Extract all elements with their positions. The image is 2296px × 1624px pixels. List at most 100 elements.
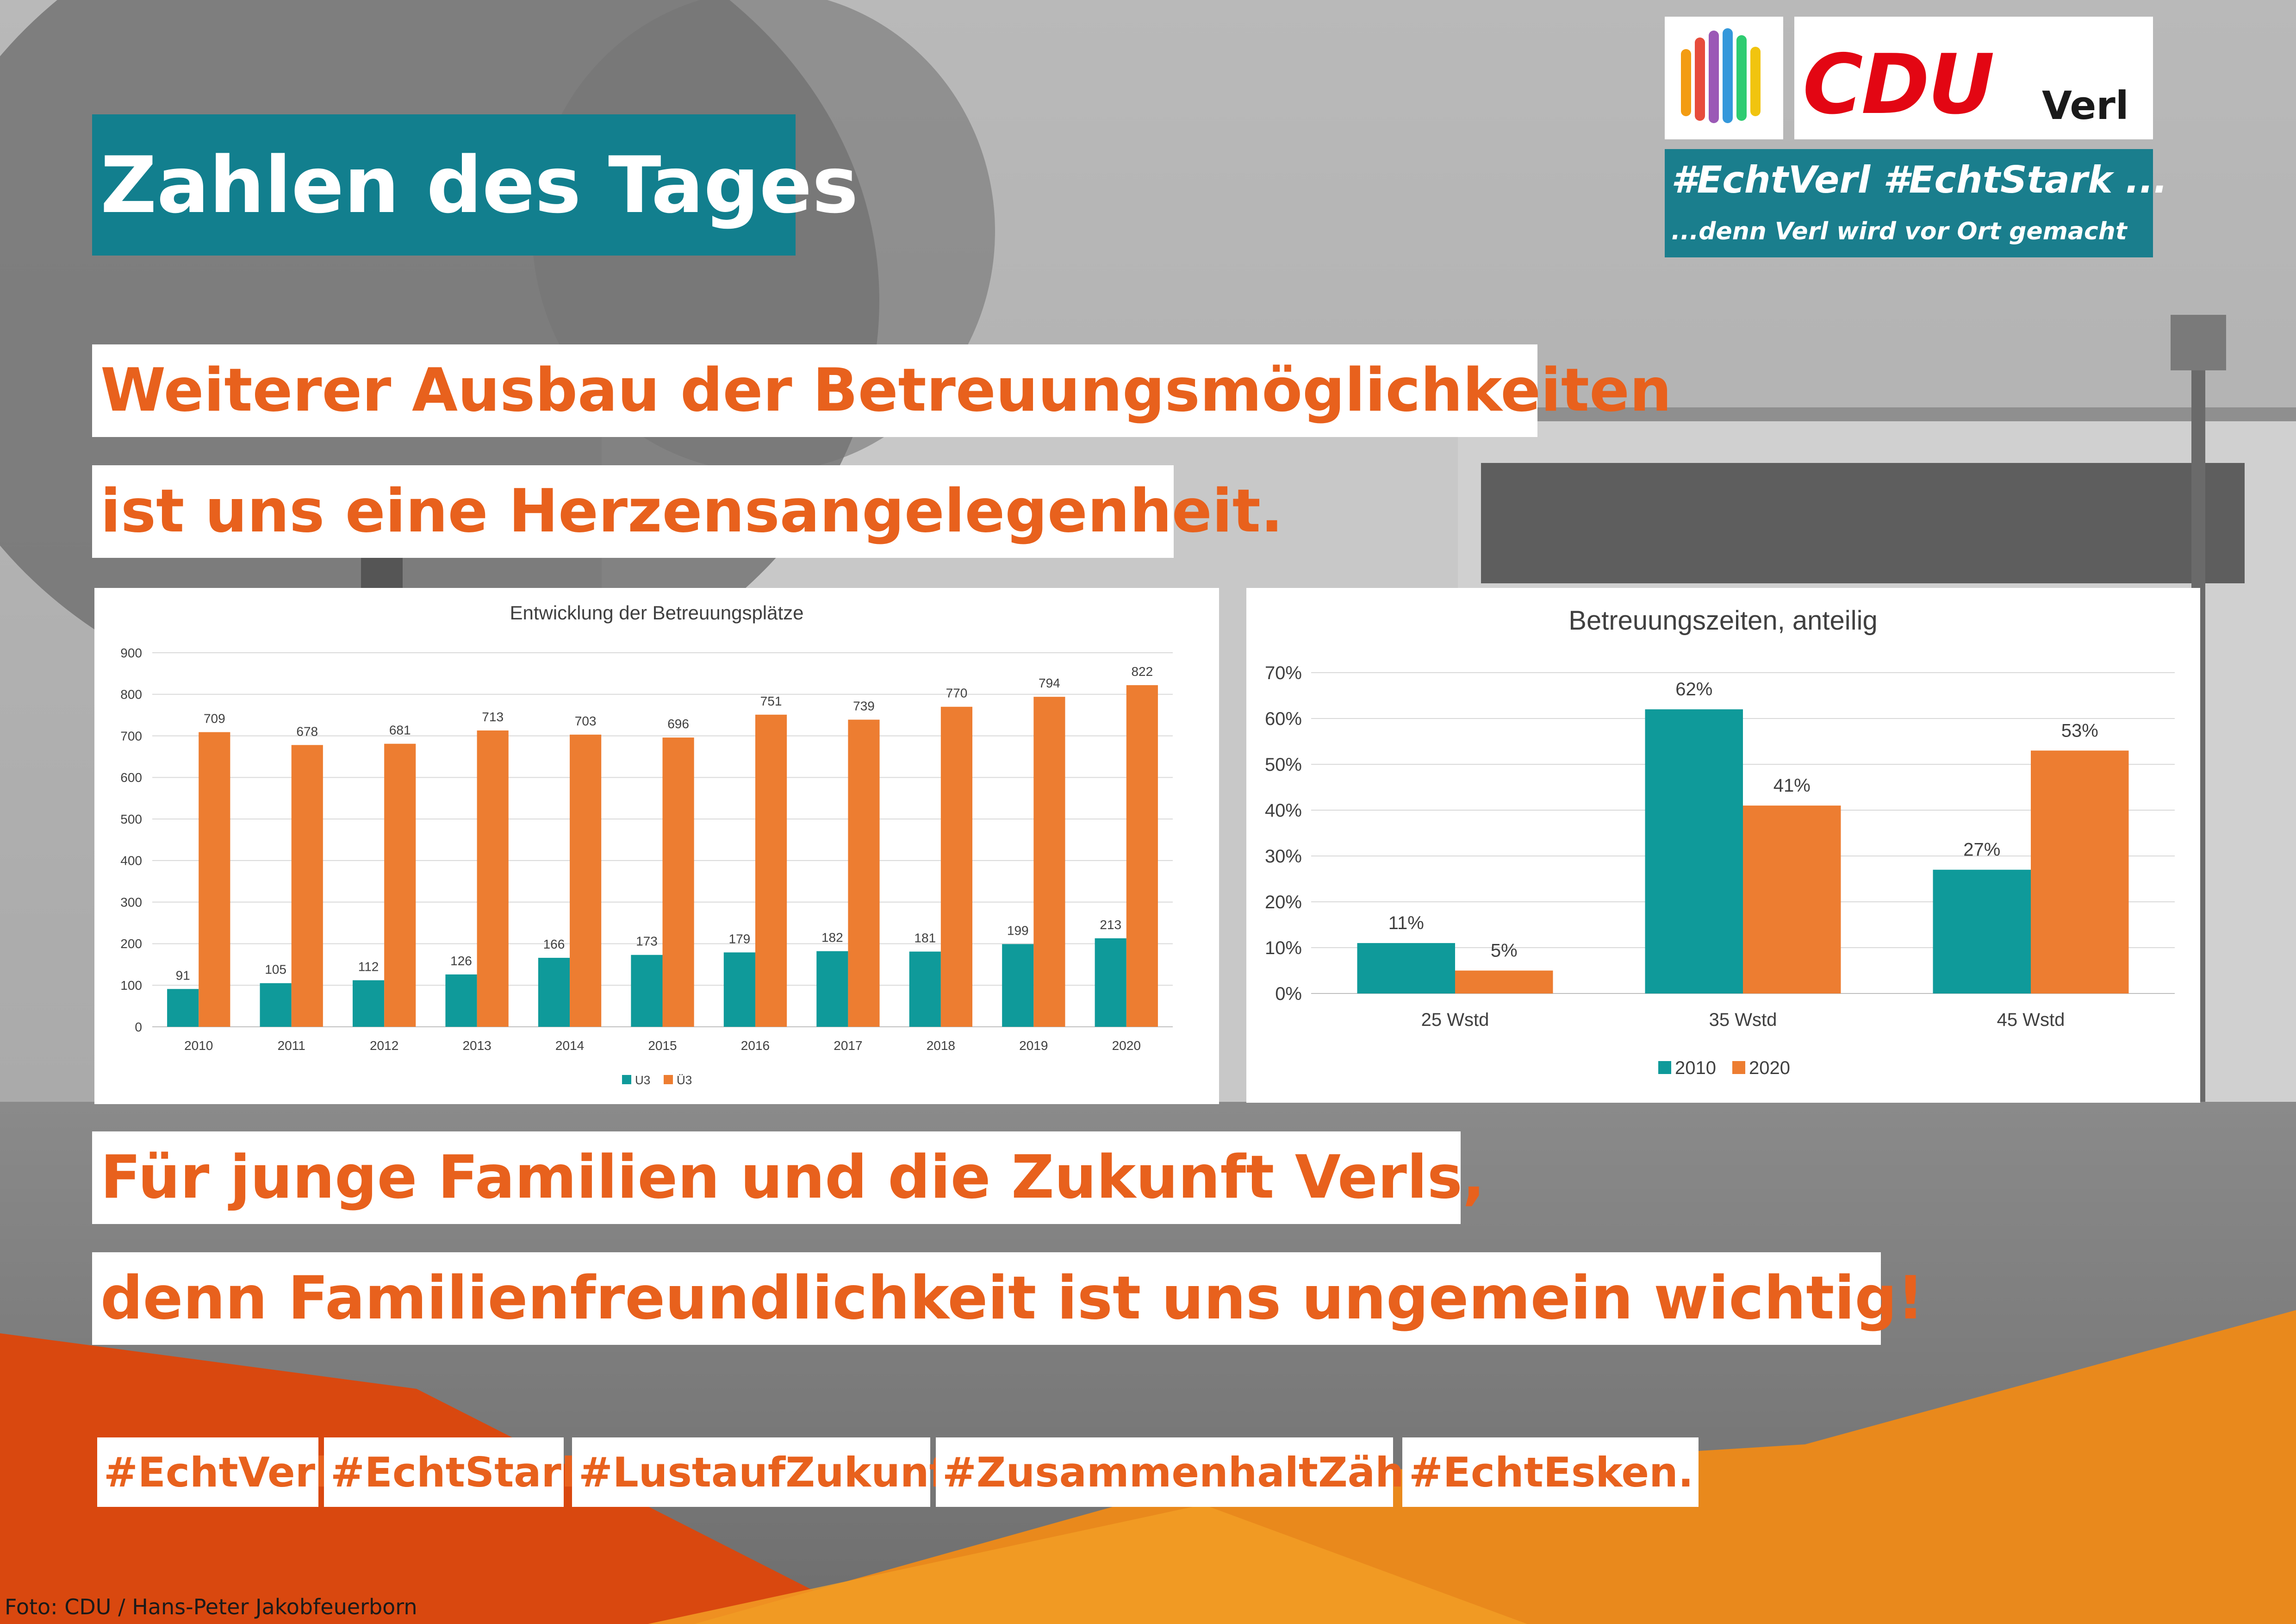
y-tick-label: 0 bbox=[135, 1020, 142, 1034]
x-tick-label: 2017 bbox=[834, 1038, 862, 1053]
logo-cdu: CDU Verl bbox=[1794, 17, 2153, 139]
headline-line-1: Weiterer Ausbau der Betreuungsmöglichkei… bbox=[92, 344, 1672, 437]
logo-icon bbox=[1665, 17, 1783, 139]
data-label: 703 bbox=[575, 714, 597, 728]
footer-line-1-text: Für junge Familien und die Zukunft Verls… bbox=[100, 1143, 1485, 1212]
slogan: #EchtVerl #EchtStark ... ...denn Verl wi… bbox=[1665, 149, 2167, 257]
data-label: 199 bbox=[1007, 923, 1029, 937]
x-tick-label: 2015 bbox=[648, 1038, 677, 1053]
logo-party: CDU bbox=[1803, 37, 1995, 132]
x-tick-label: 2010 bbox=[184, 1038, 213, 1053]
data-label: 770 bbox=[946, 686, 968, 700]
bar-2010-35 Wstd bbox=[1645, 709, 1743, 993]
bar-U3-2015 bbox=[631, 955, 663, 1027]
data-label: 27% bbox=[1963, 840, 2000, 860]
bar-Ü3-2017 bbox=[848, 719, 880, 1027]
legend-swatch-2010 bbox=[1658, 1061, 1671, 1074]
data-label: 112 bbox=[358, 959, 379, 974]
x-tick-label: 2016 bbox=[741, 1038, 770, 1053]
data-label: 713 bbox=[482, 710, 504, 724]
data-label: 681 bbox=[389, 723, 411, 737]
data-label: 751 bbox=[760, 694, 782, 708]
hashtag-5: #EchtEsken. bbox=[1402, 1437, 1699, 1507]
x-tick-label: 2019 bbox=[1019, 1038, 1048, 1053]
y-tick-label: 700 bbox=[120, 729, 142, 743]
bar-2010-45 Wstd bbox=[1933, 869, 2031, 993]
chart-betreuungsplaetze: Entwicklung der Betreuungsplätze 0 100 200 3… bbox=[94, 588, 1219, 1104]
data-label: 709 bbox=[204, 711, 225, 725]
y-tick-label: 400 bbox=[120, 854, 142, 868]
bar-U3-2019 bbox=[1002, 944, 1034, 1027]
bar-U3-2016 bbox=[723, 952, 755, 1027]
bar-2020-45 Wstd bbox=[2031, 750, 2129, 993]
y-tick-label: 60% bbox=[1265, 709, 1302, 729]
headline-line-2: ist uns eine Herzensangelegenheit. bbox=[92, 465, 1283, 558]
bar-U3-2014 bbox=[538, 957, 570, 1027]
y-tick-label: 50% bbox=[1265, 755, 1302, 775]
y-tick-label: 10% bbox=[1265, 938, 1302, 958]
data-label: 179 bbox=[729, 931, 751, 946]
hashtag-3: #LustaufZukunft bbox=[572, 1437, 966, 1507]
hashtag-1: #EchtVerl. bbox=[97, 1437, 345, 1507]
bar-Ü3-2020 bbox=[1126, 685, 1158, 1027]
hashtag-4: #ZusammenhaltZählt! bbox=[936, 1437, 1456, 1507]
y-tick-label: 500 bbox=[120, 812, 142, 826]
bar-Ü3-2015 bbox=[662, 737, 694, 1027]
x-tick-label: 2020 bbox=[1112, 1038, 1141, 1053]
bar-2020-35 Wstd bbox=[1743, 806, 1841, 993]
chart-betreuungsplaetze-svg: Entwicklung der Betreuungsplätze 0 100 200 3… bbox=[120, 602, 1173, 1087]
y-tick-label: 70% bbox=[1265, 663, 1302, 683]
bar-Ü3-2016 bbox=[755, 714, 787, 1027]
x-tick-label: 2018 bbox=[927, 1038, 955, 1053]
bar-Ü3-2014 bbox=[570, 734, 602, 1027]
bar-2010-25 Wstd bbox=[1357, 943, 1455, 993]
y-tick-label: 800 bbox=[120, 687, 142, 702]
data-label: 173 bbox=[636, 934, 658, 949]
legend-swatch-U3 bbox=[622, 1075, 631, 1084]
legend-label-Ü3: Ü3 bbox=[677, 1073, 692, 1087]
data-label: 5% bbox=[1491, 941, 1518, 961]
bar-Ü3-2012 bbox=[384, 743, 416, 1027]
bar-U3-2020 bbox=[1095, 938, 1126, 1027]
data-label: 822 bbox=[1131, 664, 1153, 679]
bar-U3-2013 bbox=[445, 974, 477, 1027]
x-tick-label: 2014 bbox=[555, 1038, 584, 1053]
data-label: 182 bbox=[821, 931, 843, 945]
bar-Ü3-2019 bbox=[1033, 697, 1065, 1027]
y-tick-label: 0% bbox=[1275, 984, 1302, 1004]
y-tick-label: 300 bbox=[120, 895, 142, 909]
data-label: 166 bbox=[543, 937, 565, 951]
legend-label-U3: U3 bbox=[635, 1073, 650, 1087]
data-label: 181 bbox=[914, 931, 936, 945]
x-tick-label: 2012 bbox=[370, 1038, 398, 1053]
bar-Ü3-2018 bbox=[940, 706, 973, 1027]
bar-Ü3-2010 bbox=[199, 732, 230, 1027]
y-tick-label: 900 bbox=[120, 646, 142, 660]
bar-U3-2010 bbox=[167, 989, 199, 1027]
y-tick-label: 600 bbox=[120, 770, 142, 785]
bar-Ü3-2011 bbox=[291, 745, 323, 1027]
footer-line-2: denn Familienfreundlichkeit ist uns unge… bbox=[92, 1252, 1924, 1345]
bar-U3-2018 bbox=[909, 951, 941, 1027]
x-tick-label: 2011 bbox=[278, 1038, 305, 1053]
y-tick-label: 200 bbox=[120, 937, 142, 951]
footer-line-1: Für junge Familien und die Zukunft Verls… bbox=[92, 1131, 1485, 1224]
data-label: 11% bbox=[1388, 913, 1424, 933]
headline-line-2-text: ist uns eine Herzensangelegenheit. bbox=[100, 477, 1283, 546]
data-label: 739 bbox=[853, 699, 875, 713]
legend-label-2010: 2010 bbox=[1675, 1058, 1716, 1078]
headline-line-1-text: Weiterer Ausbau der Betreuungsmöglichkei… bbox=[100, 356, 1672, 425]
page-title: Zahlen des Tages bbox=[92, 114, 859, 256]
legend-swatch-Ü3 bbox=[664, 1075, 673, 1084]
data-label: 91 bbox=[176, 968, 190, 982]
y-tick-label: 40% bbox=[1265, 800, 1302, 821]
page-title-text: Zahlen des Tages bbox=[100, 139, 859, 231]
data-label: 105 bbox=[265, 962, 286, 977]
y-tick-label: 30% bbox=[1265, 846, 1302, 867]
data-label: 794 bbox=[1039, 676, 1060, 690]
photo-credit: Foto: CDU / Hans-Peter Jakobfeuerborn bbox=[5, 1594, 417, 1619]
bar-2020-25 Wstd bbox=[1455, 970, 1553, 993]
x-tick-label: 35 Wstd bbox=[1709, 1010, 1777, 1030]
data-label: 41% bbox=[1773, 775, 1811, 796]
chart-betreuungszeiten: Betreuungszeiten, anteilig 0% 10% 20% 30% 40%… bbox=[1246, 588, 2200, 1103]
